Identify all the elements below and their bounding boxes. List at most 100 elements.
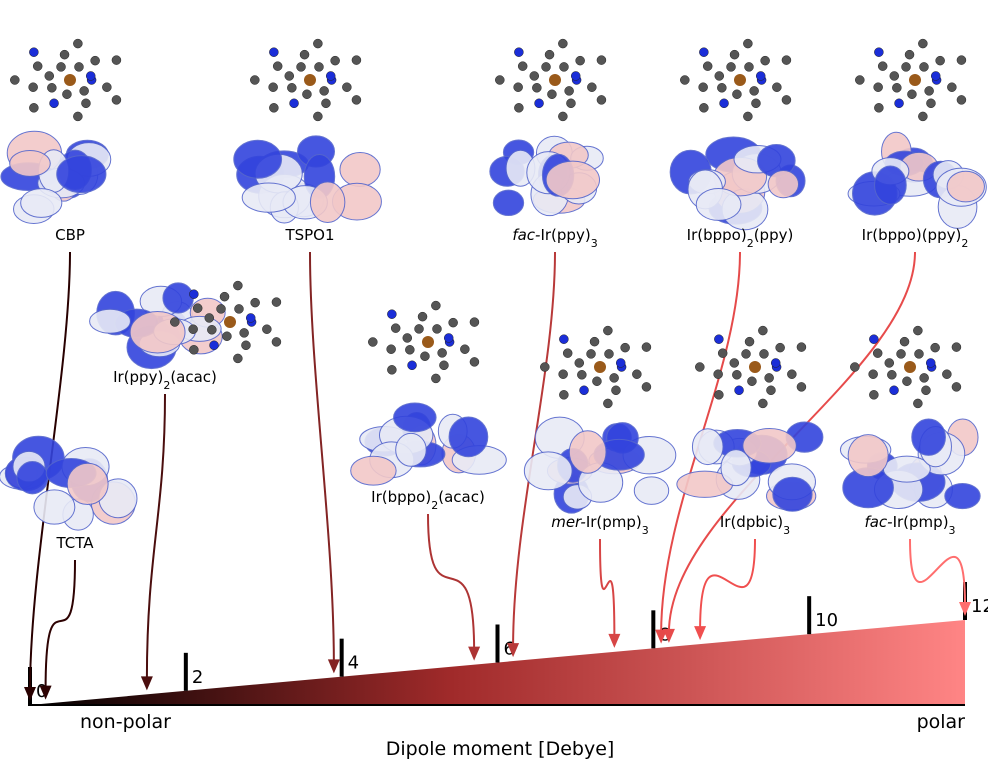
- atom: [439, 361, 448, 370]
- atom: [782, 56, 791, 65]
- atom: [387, 345, 396, 354]
- atom: [732, 370, 741, 379]
- atom: [592, 377, 601, 386]
- atom: [535, 99, 544, 108]
- atom: [250, 76, 259, 85]
- surface-lobe: [875, 166, 907, 204]
- atom: [60, 50, 69, 59]
- atom: [587, 83, 596, 92]
- surface-lobe: [692, 429, 723, 465]
- atom: [193, 304, 202, 313]
- atom: [542, 62, 551, 71]
- atom: [313, 39, 322, 48]
- atom: [936, 56, 945, 65]
- atom: [926, 358, 935, 367]
- atom: [326, 71, 335, 80]
- molecule: fac-Ir(pmp)3: [840, 326, 980, 536]
- arrow-head: [141, 676, 153, 690]
- dipole-arrow: [428, 514, 474, 651]
- atom: [744, 62, 753, 71]
- surface-lobe: [10, 151, 51, 177]
- atom: [874, 48, 883, 57]
- atom: [331, 56, 340, 65]
- atom: [907, 90, 916, 99]
- atom: [604, 349, 613, 358]
- atom: [189, 325, 198, 334]
- atom: [756, 71, 765, 80]
- atom: [621, 343, 630, 352]
- atom: [33, 62, 42, 71]
- atom: [952, 382, 961, 391]
- atom: [715, 71, 724, 80]
- dipole-arrow: [46, 560, 75, 690]
- atom: [514, 103, 523, 112]
- metal-center: [549, 74, 561, 86]
- tick-label: 10: [815, 610, 838, 631]
- molecule-label: Ir(bppo)(ppy)2: [862, 226, 969, 250]
- atom: [610, 373, 619, 382]
- atom: [919, 62, 928, 71]
- atom: [771, 358, 780, 367]
- min-label: non-polar: [80, 711, 171, 733]
- atom: [272, 298, 281, 307]
- atom: [233, 354, 242, 363]
- atom: [616, 358, 625, 367]
- atom: [352, 95, 361, 104]
- tick-mark: [651, 610, 655, 648]
- atom: [251, 298, 260, 307]
- surface-lobe: [546, 161, 599, 199]
- atom: [921, 386, 930, 395]
- atom: [703, 62, 712, 71]
- metal-center: [909, 74, 921, 86]
- atom: [10, 76, 19, 85]
- tick-mark: [496, 625, 500, 663]
- atom: [695, 363, 704, 372]
- figure: non-polar polar Dipole moment [Debye] 02…: [0, 0, 988, 764]
- atom: [559, 62, 568, 71]
- atom: [885, 358, 894, 367]
- atom: [680, 76, 689, 85]
- surface-lobe: [90, 309, 131, 333]
- atom: [735, 386, 744, 395]
- atom: [751, 99, 760, 108]
- atom: [352, 56, 361, 65]
- atom: [272, 337, 281, 346]
- molecule: TSPO1: [234, 39, 382, 244]
- atom: [91, 56, 100, 65]
- atom: [210, 341, 219, 350]
- atom: [62, 90, 71, 99]
- metal-center: [422, 336, 434, 348]
- atom: [290, 99, 299, 108]
- tick-label: 4: [348, 653, 359, 674]
- arrow-head: [468, 647, 480, 661]
- axis-label: Dipole moment [Debye]: [386, 738, 615, 760]
- surface-lobe: [912, 419, 946, 455]
- atom: [29, 103, 38, 112]
- atom: [514, 48, 523, 57]
- arrow-head: [694, 626, 706, 640]
- atom: [431, 374, 440, 383]
- metal-center: [64, 74, 76, 86]
- dipole-arrow: [600, 539, 614, 638]
- atom: [234, 304, 243, 313]
- atom: [45, 71, 54, 80]
- atom: [240, 328, 249, 337]
- atom: [902, 62, 911, 71]
- atom: [563, 349, 572, 358]
- molecule-label: Ir(bppo)2(ppy): [687, 226, 794, 250]
- atom: [189, 345, 198, 354]
- atom: [714, 390, 723, 399]
- atom: [597, 95, 606, 104]
- atom: [73, 112, 82, 121]
- atom: [590, 337, 599, 346]
- molecule-label: mer-Ir(pmp)3: [551, 513, 649, 537]
- atom: [269, 83, 278, 92]
- atom: [170, 318, 179, 327]
- atom: [420, 352, 429, 361]
- molecule: Ir(bppo)2(ppy): [670, 39, 805, 249]
- atom: [321, 99, 330, 108]
- metal-center: [594, 361, 606, 373]
- atom: [415, 324, 424, 333]
- atom: [892, 83, 901, 92]
- atom: [205, 313, 214, 322]
